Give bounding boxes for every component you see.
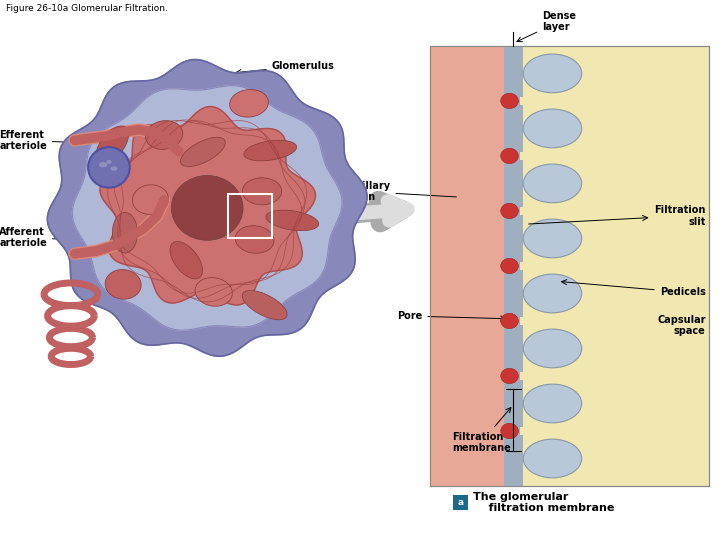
- Ellipse shape: [244, 140, 297, 161]
- Text: Filtration
membrane: Filtration membrane: [451, 408, 511, 453]
- Ellipse shape: [523, 439, 582, 478]
- Bar: [430, 46, 504, 486]
- Ellipse shape: [500, 258, 518, 274]
- Bar: [520, 152, 536, 160]
- Text: filtration membrane: filtration membrane: [473, 503, 615, 513]
- Text: Podocyte: Podocyte: [254, 258, 333, 273]
- Ellipse shape: [523, 219, 582, 258]
- Bar: [520, 262, 536, 270]
- Text: Glomerulus: Glomerulus: [236, 61, 335, 75]
- Ellipse shape: [106, 160, 112, 164]
- Ellipse shape: [230, 90, 269, 117]
- Text: a: a: [457, 498, 464, 507]
- Bar: [430, 46, 709, 486]
- Ellipse shape: [266, 210, 319, 231]
- Ellipse shape: [132, 185, 168, 214]
- Ellipse shape: [523, 384, 582, 423]
- Ellipse shape: [523, 329, 582, 368]
- Ellipse shape: [500, 423, 518, 438]
- Bar: [520, 97, 536, 105]
- Text: Figure 26-10a Glomerular Filtration.: Figure 26-10a Glomerular Filtration.: [6, 4, 168, 14]
- Ellipse shape: [523, 274, 582, 313]
- Ellipse shape: [145, 120, 183, 150]
- Bar: [520, 207, 536, 215]
- Ellipse shape: [170, 241, 202, 279]
- Ellipse shape: [171, 176, 243, 240]
- Ellipse shape: [88, 147, 130, 188]
- Text: Dense
layer: Dense layer: [517, 11, 576, 42]
- Text: Afferent
arteriole: Afferent arteriole: [0, 227, 89, 248]
- Ellipse shape: [500, 203, 518, 219]
- Ellipse shape: [500, 313, 518, 329]
- Ellipse shape: [500, 148, 518, 164]
- Ellipse shape: [195, 278, 233, 306]
- Text: Capsular
space: Capsular space: [657, 315, 706, 336]
- FancyBboxPatch shape: [453, 495, 467, 510]
- Ellipse shape: [523, 164, 582, 202]
- Polygon shape: [73, 86, 342, 330]
- Text: Pore: Pore: [397, 311, 505, 321]
- Ellipse shape: [99, 162, 107, 167]
- Text: Pedicels: Pedicels: [562, 280, 706, 297]
- Text: Capillary
lumen: Capillary lumen: [341, 181, 456, 202]
- Polygon shape: [100, 106, 315, 305]
- Bar: [520, 372, 536, 380]
- Text: Filtration
slit: Filtration slit: [528, 205, 706, 227]
- Ellipse shape: [96, 126, 129, 164]
- Text: Efferent
arteriole: Efferent arteriole: [0, 130, 89, 151]
- Ellipse shape: [112, 213, 138, 253]
- Ellipse shape: [110, 166, 117, 171]
- Bar: [504, 46, 523, 486]
- Ellipse shape: [235, 226, 274, 253]
- Ellipse shape: [523, 54, 582, 93]
- Bar: [430, 46, 709, 486]
- Text: The glomerular: The glomerular: [473, 492, 569, 502]
- Ellipse shape: [105, 269, 141, 299]
- Ellipse shape: [500, 368, 518, 384]
- Ellipse shape: [500, 93, 518, 109]
- Ellipse shape: [181, 137, 225, 166]
- Bar: [520, 427, 536, 435]
- Ellipse shape: [243, 178, 282, 205]
- Polygon shape: [48, 59, 367, 356]
- Ellipse shape: [242, 291, 287, 320]
- Bar: [520, 317, 536, 325]
- Ellipse shape: [523, 109, 582, 148]
